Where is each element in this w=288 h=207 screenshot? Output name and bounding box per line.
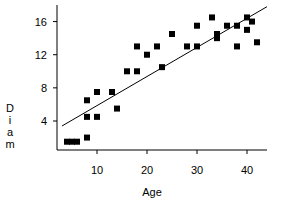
y-tick — [53, 121, 57, 122]
point — [244, 27, 250, 33]
point — [84, 97, 90, 103]
y-tick-label: 4 — [41, 115, 47, 127]
x-axis — [57, 150, 267, 151]
y-axis — [57, 5, 58, 150]
y-tick — [53, 87, 57, 88]
point — [254, 39, 260, 45]
point — [114, 106, 120, 112]
point — [94, 89, 100, 95]
point — [209, 14, 215, 20]
y-tick-label: 16 — [35, 16, 47, 28]
y-axis-label-char: i — [9, 114, 11, 126]
point — [224, 23, 230, 29]
point — [74, 139, 80, 145]
point — [134, 43, 140, 49]
fit-line — [62, 7, 267, 126]
y-axis-label-char: D — [6, 102, 14, 114]
x-tick — [147, 150, 148, 154]
y-tick-label: 12 — [35, 49, 47, 61]
x-tick-label: 10 — [91, 164, 103, 176]
point — [84, 135, 90, 141]
point — [249, 19, 255, 25]
y-axis-label-char: a — [7, 126, 14, 138]
y-tick — [53, 54, 57, 55]
y-tick-label: 8 — [41, 82, 47, 94]
point — [144, 52, 150, 58]
point — [234, 43, 240, 49]
y-axis-label-char: m — [5, 138, 14, 150]
point — [109, 89, 115, 95]
x-tick-label: 30 — [191, 164, 203, 176]
point — [94, 114, 100, 120]
x-tick-label: 40 — [241, 164, 253, 176]
x-axis-label: Age — [142, 186, 162, 198]
point — [134, 68, 140, 74]
x-tick — [247, 150, 248, 154]
point — [184, 43, 190, 49]
point — [124, 68, 130, 74]
y-axis-label: Diam — [5, 102, 14, 150]
chart: 10 20 30 40 4 8 12 16 Age Diam — [0, 0, 288, 207]
y-tick — [53, 21, 57, 22]
plot-area — [62, 7, 267, 145]
x-tick-label: 20 — [141, 164, 153, 176]
point — [194, 23, 200, 29]
x-tick — [197, 150, 198, 154]
point — [169, 31, 175, 37]
point — [84, 114, 90, 120]
point — [154, 43, 160, 49]
x-tick — [97, 150, 98, 154]
